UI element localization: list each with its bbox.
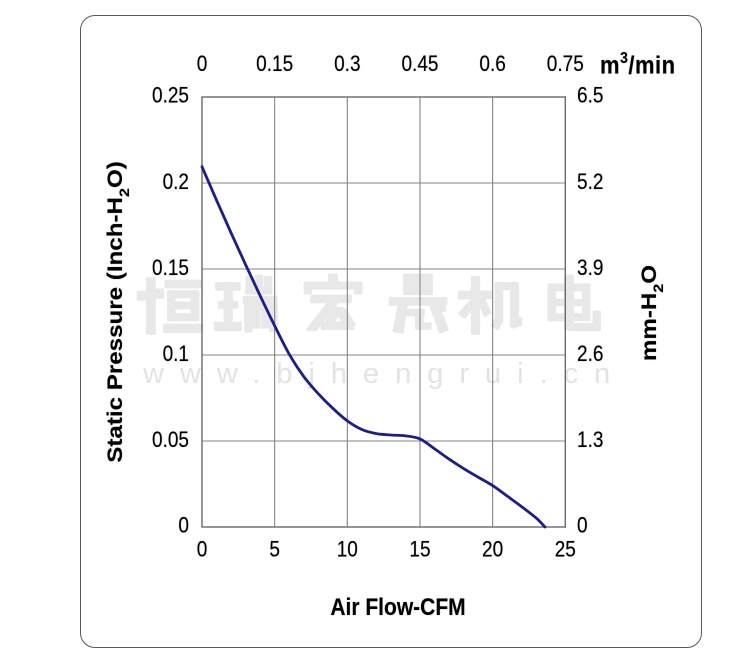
top-axis-tick-label: 0.15 (256, 52, 294, 77)
left-axis-title-subscript: 2 (116, 188, 133, 198)
right-axis-tick-label: 6.5 (577, 84, 604, 109)
right-axis-title: mm-H2O (637, 264, 667, 362)
left-axis-title-suffix: O) (103, 161, 127, 189)
bottom-axis-tick-label: 10 (336, 538, 358, 563)
left-axis-tick-label: 0.2 (162, 170, 189, 195)
left-axis-tick-label: 0.1 (162, 342, 189, 367)
top-axis-tick-label: 0.45 (401, 52, 439, 77)
outer-border (80, 15, 702, 648)
top-axis-tick-label: 0.75 (546, 52, 584, 77)
bottom-axis-tick-label: 25 (554, 538, 576, 563)
top-axis-title: m3/min (600, 47, 676, 80)
left-axis-tick-label: 0.25 (152, 84, 189, 109)
watermark-cjk-glyph (457, 275, 523, 335)
top-axis-tick-label: 0.3 (334, 52, 361, 77)
right-axis-title-suffix: O (637, 264, 661, 284)
bottom-axis-tick-label: 5 (269, 538, 280, 563)
fan-curve-line (200, 165, 547, 529)
bottom-axis-tick-label: 0 (196, 538, 208, 563)
grid-lines (202, 97, 566, 527)
bottom-axis-tick-label: 15 (409, 538, 431, 563)
right-axis-tick-label: 1.3 (577, 428, 604, 453)
watermark-cjk-glyph (136, 277, 204, 335)
top-axis-tick-label: 0 (196, 52, 208, 77)
plot-border (201, 96, 566, 528)
bottom-axis-title: Air Flow-CFM (330, 594, 466, 621)
left-axis-tick-label: 0.15 (152, 256, 189, 281)
bottom-axis-tick-label: 20 (482, 538, 504, 563)
right-axis-tick-label: 0 (577, 514, 588, 539)
watermark-cjk-glyph (547, 274, 602, 332)
top-axis-tick-label: 0.6 (479, 52, 506, 77)
left-axis-title: Static Pressure (Inch-H2O) (103, 161, 133, 463)
right-axis-tick-label: 5.2 (577, 170, 604, 195)
left-axis-title-prefix: Static Pressure (Inch-H (103, 197, 127, 463)
watermark-cjk-glyph (303, 273, 363, 332)
right-axis-title-prefix: mm-H (637, 292, 661, 362)
watermark-cjk-glyph (213, 274, 278, 333)
left-axis-tick-label: 0.05 (152, 428, 189, 453)
top-axis-title-prefix: m (600, 50, 621, 80)
left-axis-tick-label: 0 (178, 514, 189, 539)
right-axis-tick-label: 2.6 (577, 342, 604, 367)
top-axis-title-suffix: /min (628, 50, 676, 80)
watermark-url-text: www.bjhengrui.cn (143, 358, 627, 390)
right-axis-title-subscript: 2 (650, 283, 667, 293)
top-axis-title-superscript: 3 (620, 47, 629, 67)
right-axis-tick-label: 3.9 (577, 256, 604, 281)
watermark-cjk-glyph (388, 273, 449, 334)
